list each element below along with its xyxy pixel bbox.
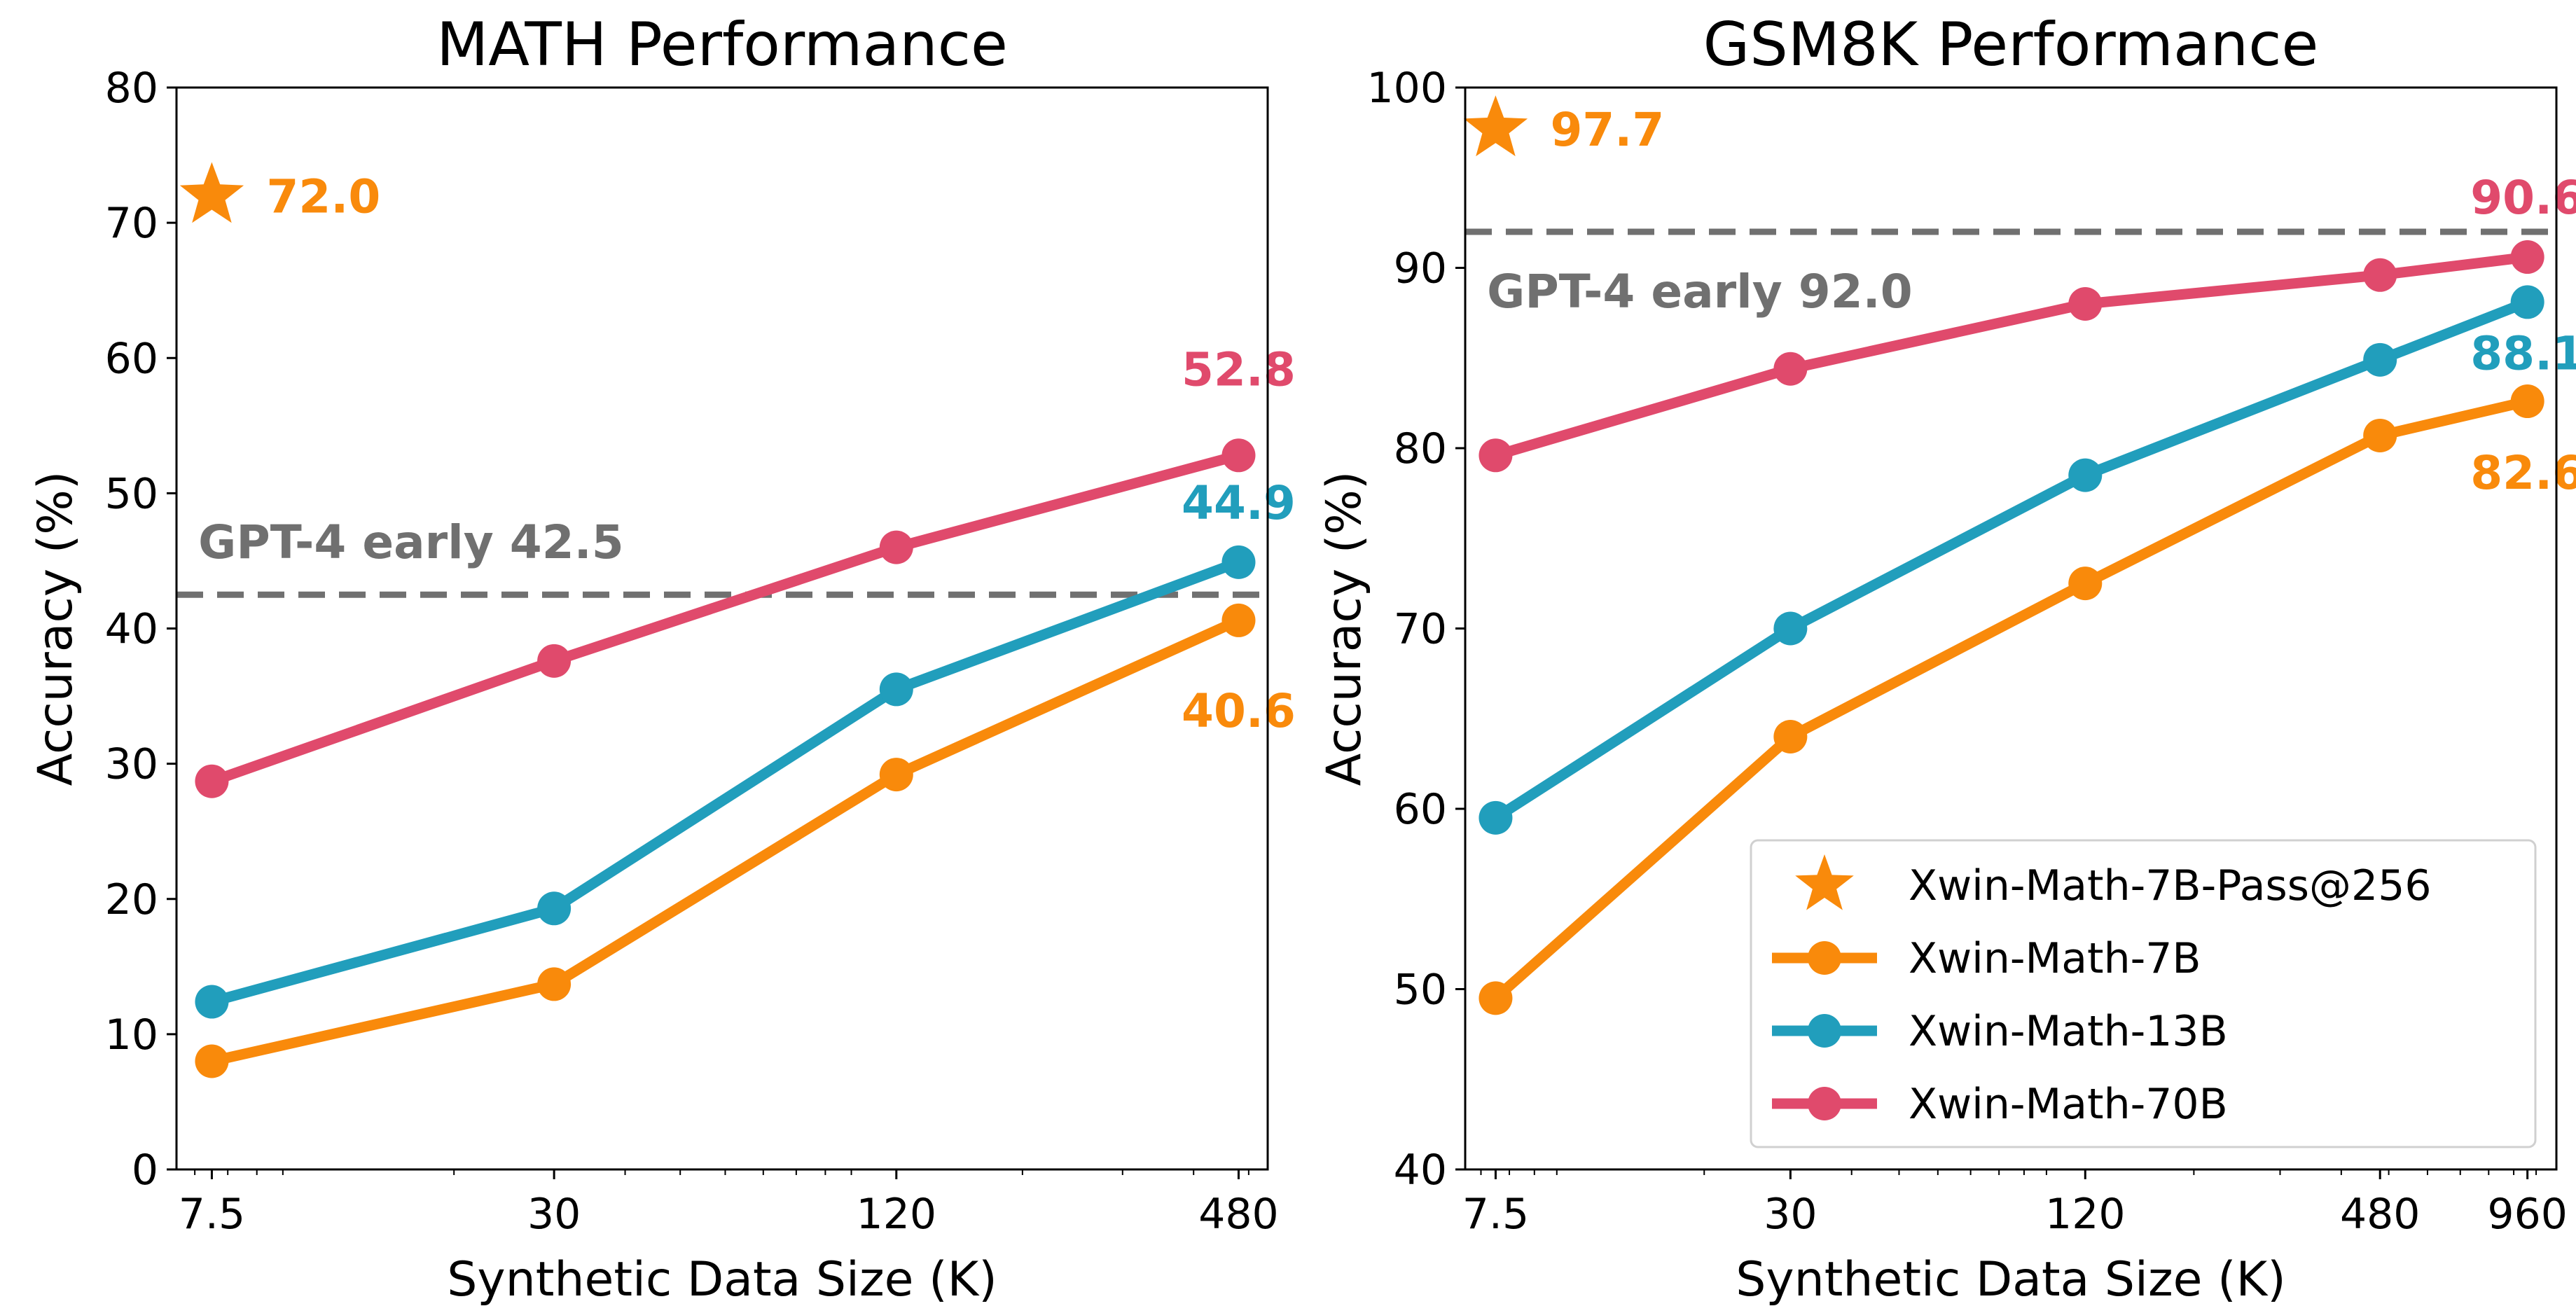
data-point-m70b — [879, 530, 913, 564]
y-tick-label: 20 — [105, 875, 158, 924]
pass256-star-marker — [179, 162, 244, 223]
legend-box — [1750, 839, 2537, 1148]
legend-marker-m13b — [1808, 1014, 1841, 1048]
data-point-m7b — [2510, 384, 2544, 419]
y-tick-label: 10 — [105, 1010, 158, 1060]
y-tick-label: 90 — [1394, 244, 1447, 293]
data-point-m13b — [2510, 285, 2544, 319]
data-point-m7b — [1479, 981, 1513, 1015]
y-tick-label: 100 — [1366, 64, 1447, 113]
x-tick-label: 480 — [2340, 1190, 2421, 1239]
y-tick-label: 60 — [1394, 785, 1447, 834]
data-point-m7b — [879, 758, 913, 792]
y-tick-label: 0 — [132, 1146, 158, 1195]
end-value-label-m13b: 88.1 — [2470, 326, 2576, 380]
data-point-m7b — [195, 1044, 229, 1078]
math-performance-panel: MATH Performance Synthetic Data Size (K) A… — [28, 10, 1296, 1306]
data-point-m7b — [537, 967, 572, 1001]
series-line-m13b — [1490, 296, 2533, 824]
y-tick-label: 50 — [105, 469, 158, 518]
data-point-m13b — [879, 672, 913, 707]
series-line-m70b — [206, 450, 1244, 787]
series-line-m13b — [206, 557, 1244, 1007]
data-point-m70b — [2363, 258, 2397, 292]
data-point-m7b — [2363, 418, 2397, 452]
data-point-m13b — [1773, 611, 1808, 646]
chart-title: GSM8K Performance — [1703, 10, 2319, 80]
legend-label-pass256: Xwin-Math-7B-Pass@256 — [1909, 861, 2432, 910]
y-tick-label: 70 — [105, 199, 158, 248]
data-point-m70b — [1221, 438, 1256, 473]
legend-label-m7b: Xwin-Math-7B — [1909, 934, 2201, 983]
end-value-label-m70b: 90.6 — [2470, 171, 2576, 225]
pass256-value-label: 97.7 — [1550, 103, 1664, 157]
plot-frame — [1464, 86, 2558, 1171]
legend-star-marker — [1795, 854, 1854, 910]
data-point-m13b — [2363, 342, 2397, 377]
x-tick-label: 7.5 — [1462, 1190, 1529, 1239]
x-axis-label: Synthetic Data Size (K) — [447, 1252, 997, 1306]
chart-title: MATH Performance — [436, 10, 1008, 80]
legend-marker-m7b — [1808, 941, 1841, 975]
legend-marker-m70b — [1808, 1087, 1841, 1120]
pass256-value-label: 72.0 — [266, 170, 380, 224]
y-tick-label: 80 — [1394, 424, 1447, 473]
x-tick-label: 480 — [1198, 1190, 1279, 1239]
data-point-m13b — [1221, 545, 1256, 579]
series-line-m7b — [206, 615, 1244, 1067]
data-point-m70b — [2068, 287, 2103, 321]
x-tick-label: 960 — [2487, 1190, 2568, 1239]
data-point-m7b — [2068, 567, 2103, 601]
data-point-m13b — [1479, 800, 1513, 835]
legend-label-m13b: Xwin-Math-13B — [1909, 1007, 2228, 1056]
y-tick-label: 50 — [1394, 966, 1447, 1015]
y-tick-label: 30 — [105, 740, 158, 789]
end-value-label-m7b: 40.6 — [1182, 684, 1296, 738]
y-axis-label: Accuracy (%) — [1317, 471, 1372, 786]
x-axis-label: Synthetic Data Size (K) — [1736, 1252, 2286, 1306]
data-point-m13b — [537, 891, 572, 926]
y-tick-label: 60 — [105, 334, 158, 383]
y-tick-label: 40 — [1394, 1146, 1447, 1195]
data-point-m70b — [1773, 352, 1808, 386]
data-point-m70b — [537, 644, 572, 678]
data-point-m7b — [1773, 720, 1808, 753]
x-tick-label: 30 — [527, 1190, 581, 1239]
x-tick-label: 7.5 — [179, 1190, 245, 1239]
data-point-m70b — [1479, 438, 1513, 473]
data-point-m7b — [1221, 603, 1256, 637]
end-value-label-m70b: 52.8 — [1182, 342, 1296, 396]
legend: Xwin-Math-7B-Pass@256 Xwin-Math-7B Xwin-Ma… — [1750, 839, 2537, 1148]
plot-frame — [175, 86, 1269, 1171]
end-value-label-m13b: 44.9 — [1182, 476, 1296, 530]
data-point-m70b — [2510, 240, 2544, 275]
end-value-label-m7b: 82.6 — [2470, 446, 2576, 500]
data-point-m13b — [195, 985, 229, 1019]
pass256-star-marker — [1463, 95, 1528, 157]
y-axis-label: Accuracy (%) — [28, 471, 83, 786]
y-tick-label: 80 — [105, 64, 158, 113]
data-point-m13b — [2068, 458, 2103, 492]
x-tick-label: 30 — [1764, 1190, 1817, 1239]
gpt4-baseline-label: GPT-4 early 92.0 — [1487, 265, 1912, 319]
y-tick-label: 70 — [1394, 605, 1447, 654]
gpt4-baseline-label: GPT-4 early 42.5 — [198, 515, 623, 569]
data-point-m70b — [195, 764, 229, 798]
x-tick-label: 120 — [857, 1190, 937, 1239]
legend-label-m70b: Xwin-Math-70B — [1909, 1080, 2228, 1129]
x-tick-label: 120 — [2045, 1190, 2126, 1239]
y-tick-label: 40 — [105, 605, 158, 654]
gsm8k-performance-panel: GSM8K Performance Synthetic Data Size (K)… — [1317, 10, 2576, 1306]
